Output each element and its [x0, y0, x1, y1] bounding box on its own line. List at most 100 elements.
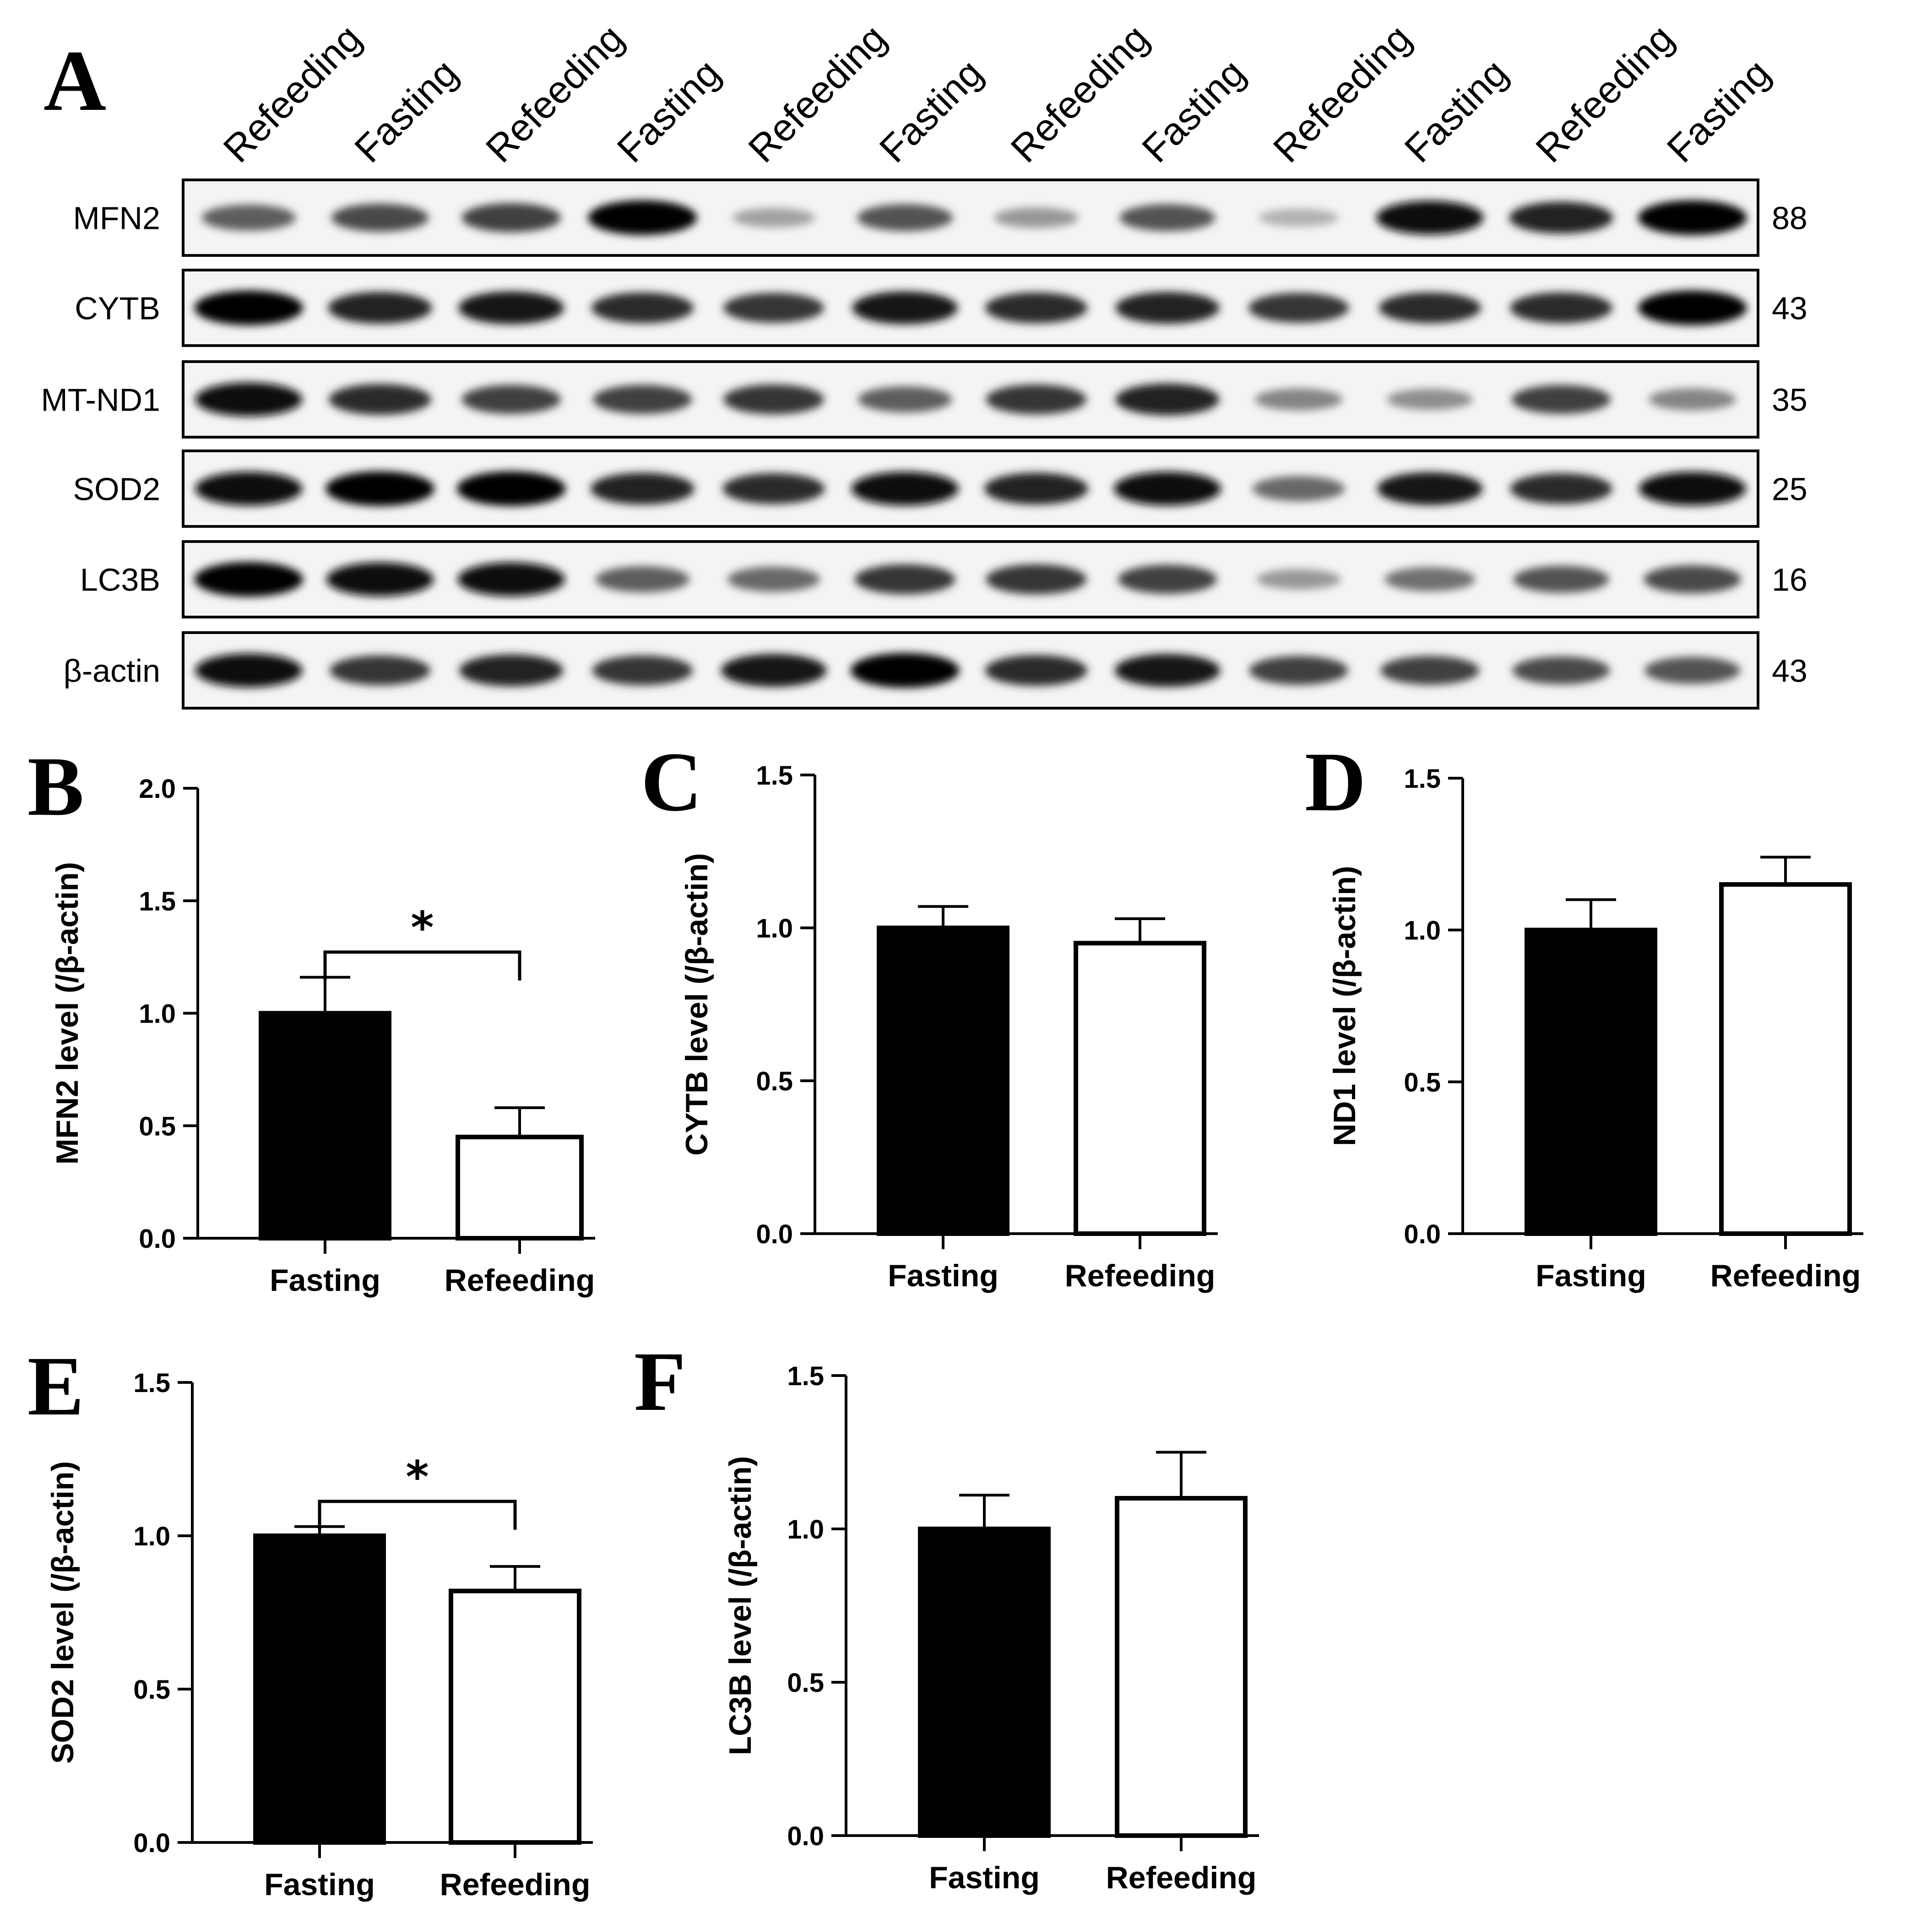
lane-label: Fasting: [346, 51, 466, 170]
protein-band: [1387, 389, 1473, 410]
y-tick-label: 0.5: [133, 1675, 170, 1705]
y-tick-label: 1.0: [133, 1522, 170, 1551]
bar-chart-panel: E 0.0 0.5 1.0 1.5 SOD2 level (/β-actin) Fastin…: [27, 1339, 593, 1902]
band-group: [195, 653, 1741, 688]
protein-band: [984, 472, 1088, 505]
protein-band: [1259, 208, 1339, 227]
protein-band: [1648, 388, 1737, 411]
y-tick-label: 1.0: [787, 1515, 824, 1544]
protein-band: [994, 207, 1079, 228]
x-category-label: Refeeding: [440, 1867, 591, 1902]
molecular-weight-label: 88: [1772, 200, 1807, 236]
protein-band: [1380, 656, 1480, 685]
significance-bracket: [318, 1500, 517, 1530]
y-axis-title: LC3B level (/β-actin): [723, 1456, 758, 1755]
x-category-label: Refeeding: [1065, 1258, 1216, 1293]
protein-band: [1119, 204, 1216, 232]
y-axis-title: MFN2 level (/β-actin): [50, 862, 85, 1165]
protein-band: [1512, 656, 1610, 685]
protein-band: [1115, 292, 1220, 324]
molecular-weight-label: 43: [1772, 291, 1807, 326]
lane-label: Refeeding: [1003, 16, 1157, 170]
bar: [449, 1588, 581, 1845]
blot-membrane: [182, 450, 1759, 528]
protein-band: [986, 564, 1087, 595]
lane-label: Refeeding: [478, 16, 632, 170]
blot-row: LC3B 16: [80, 540, 1807, 618]
protein-band: [986, 384, 1087, 415]
bar: [877, 926, 1009, 1236]
lane-label: Fasting: [1134, 51, 1253, 170]
protein-band: [852, 291, 958, 325]
protein-band: [1378, 292, 1482, 324]
protein-band: [1118, 564, 1217, 594]
protein-band: [461, 385, 561, 414]
x-category-label: Fasting: [1536, 1258, 1646, 1293]
protein-band: [722, 473, 825, 504]
x-category-label: Fasting: [929, 1860, 1040, 1895]
protein-band: [723, 384, 825, 415]
protein-band: [1513, 565, 1609, 593]
y-tick-label: 1.5: [139, 887, 176, 916]
protein-band: [851, 471, 959, 506]
protein-band: [1511, 385, 1611, 414]
significance-marker: *: [406, 1452, 429, 1503]
lane-label: Refeeding: [1527, 16, 1682, 170]
bar-chart-panel: D 0.0 0.5 1.0 1.5 ND1 level (/β-actin) Fasting…: [1305, 735, 1863, 1293]
bar: [1115, 1496, 1248, 1838]
protein-band: [854, 564, 955, 595]
blot-row: SOD2 25: [73, 450, 1807, 528]
y-tick-label: 0.5: [1404, 1067, 1441, 1097]
blot-row: CYTB 43: [75, 269, 1807, 347]
significance-marker: *: [411, 902, 434, 954]
x-category-label: Refeeding: [1106, 1860, 1257, 1895]
protein-band: [1644, 565, 1742, 594]
y-tick-label: 1.0: [756, 914, 793, 943]
x-category-label: Refeeding: [445, 1263, 595, 1298]
significance-bracket: [323, 950, 521, 981]
protein-band: [1377, 472, 1483, 505]
lane-label: Refeeding: [740, 16, 894, 170]
protein-band: [1115, 383, 1220, 416]
molecular-weight-label: 35: [1772, 382, 1807, 418]
panel-letter: C: [641, 735, 702, 829]
bar: [259, 1011, 391, 1241]
protein-band: [591, 292, 694, 324]
band-group: [195, 382, 1737, 417]
protein-band: [721, 654, 827, 687]
y-tick-label: 0.5: [139, 1111, 176, 1141]
protein-band: [1249, 656, 1348, 685]
lane-label: Fasting: [1659, 51, 1778, 170]
y-tick-label: 1.0: [1404, 916, 1441, 946]
blot-rows: MFN2 88 CYTB 43 MT-ND1 35 SOD2 25 LC3B 16 β-actin 4…: [41, 179, 1807, 710]
protein-band: [985, 655, 1088, 686]
bar-chart-panel: F 0.0 0.5 1.0 1.5 LC3B level (/β-actin) Fastin…: [634, 1335, 1259, 1895]
bar: [456, 1134, 584, 1241]
y-tick-label: 0.0: [787, 1821, 824, 1851]
lane-label: Fasting: [871, 51, 991, 170]
bar: [918, 1527, 1051, 1838]
panel-letter: D: [1305, 735, 1366, 829]
bar: [1074, 941, 1206, 1236]
y-tick-label: 2.0: [139, 774, 176, 804]
y-tick-label: 0.0: [756, 1219, 793, 1249]
y-tick-label: 1.0: [139, 999, 176, 1029]
x-category-label: Fasting: [888, 1258, 999, 1293]
protein-label: SOD2: [73, 471, 160, 507]
protein-label: LC3B: [80, 562, 160, 598]
protein-band: [1510, 292, 1612, 324]
molecular-weight-label: 43: [1772, 653, 1807, 689]
protein-band: [727, 567, 820, 592]
y-tick-label: 0.5: [756, 1067, 793, 1096]
protein-band: [326, 471, 434, 506]
y-axis-title: SOD2 level (/β-actin): [45, 1461, 80, 1764]
y-tick-label: 0.5: [787, 1668, 824, 1698]
y-tick-label: 1.5: [133, 1368, 170, 1398]
protein-band: [1376, 200, 1484, 235]
bar-chart-panel: C 0.0 0.5 1.0 1.5 CYTB level (/β-actin) Fastin…: [641, 735, 1218, 1293]
bar: [1719, 882, 1852, 1236]
y-tick-label: 0.0: [139, 1224, 176, 1254]
protein-band: [1638, 200, 1747, 235]
protein-label: CYTB: [75, 291, 160, 326]
